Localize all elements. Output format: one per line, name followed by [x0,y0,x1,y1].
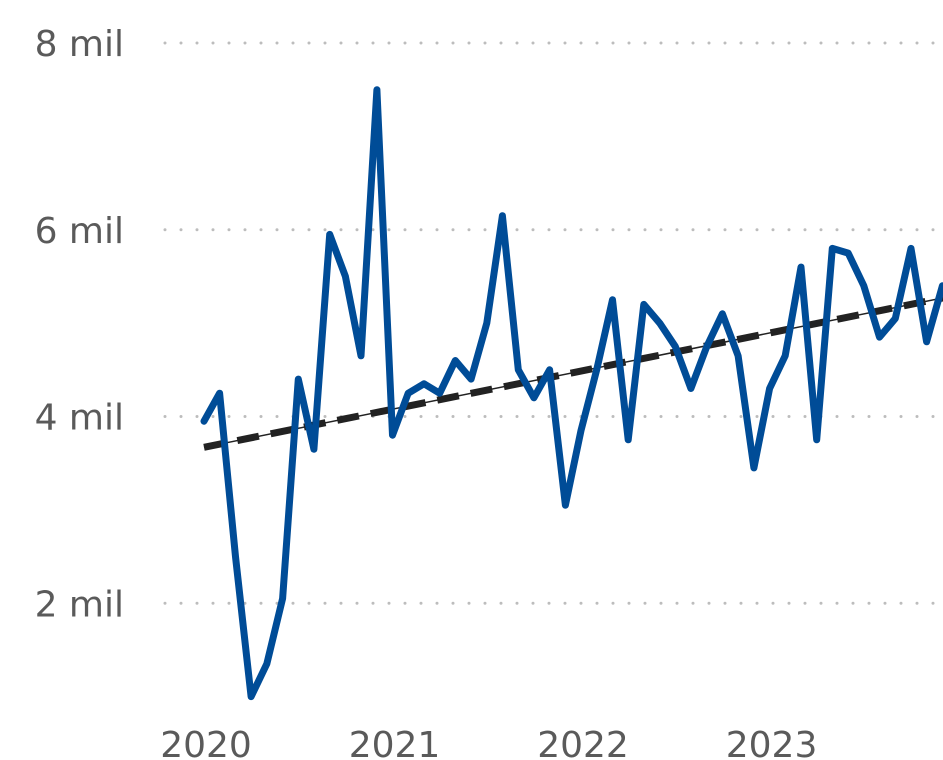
data-point [816,439,817,440]
data-point [926,341,927,342]
data-point [345,276,346,277]
data-point [769,388,770,389]
data-point [863,285,864,286]
data-point [424,383,425,384]
data-point [376,89,377,90]
data-point [565,505,566,506]
x-tick-label: 2021 [349,725,441,760]
data-point [471,379,472,380]
y-tick-label: 8 mil [35,24,124,65]
data-point [455,360,456,361]
data-point [911,248,912,249]
data-point [549,369,550,370]
data-point [848,253,849,254]
data-point [643,304,644,305]
data-point [581,430,582,431]
data-point [879,337,880,338]
data-point [361,355,362,356]
data-point [690,388,691,389]
data-point [628,439,629,440]
trend-line [203,294,943,451]
data-point [439,393,440,394]
data-point [486,323,487,324]
data-point [612,299,613,300]
x-tick-label: 2022 [537,725,629,760]
x-tick-label: 2023 [726,725,818,760]
data-point [801,267,802,268]
data-point [753,467,754,468]
data-point [329,234,330,235]
data-point [895,318,896,319]
data-point [219,393,220,394]
data-point [596,369,597,370]
y-tick-label: 6 mil [35,211,124,252]
data-point [282,598,283,599]
trend-line-dashed [203,294,943,451]
data-point [392,435,393,436]
data-point [706,346,707,347]
y-axis-ticks: 2 mil 4 mil 6 mil 8 mil [35,24,124,625]
data-point [518,369,519,370]
data-point [251,696,252,697]
data-point [266,663,267,664]
data-point [722,313,723,314]
data-point [408,393,409,394]
y-tick-label: 2 mil [35,584,124,625]
x-tick-label: 2020 [160,725,252,760]
data-point [313,449,314,450]
data-point [235,556,236,557]
x-axis-ticks: 2020 2021 2022 2023 [160,725,817,760]
y-tick-label: 4 mil [35,398,124,439]
data-point [675,346,676,347]
series-line [200,86,943,701]
data-point [832,248,833,249]
data-point [785,355,786,356]
data-point [659,323,660,324]
data-point [502,215,503,216]
data-point [204,421,205,422]
series-layer [200,86,943,701]
data-point [298,379,299,380]
data-point [738,355,739,356]
data-point [533,397,534,398]
